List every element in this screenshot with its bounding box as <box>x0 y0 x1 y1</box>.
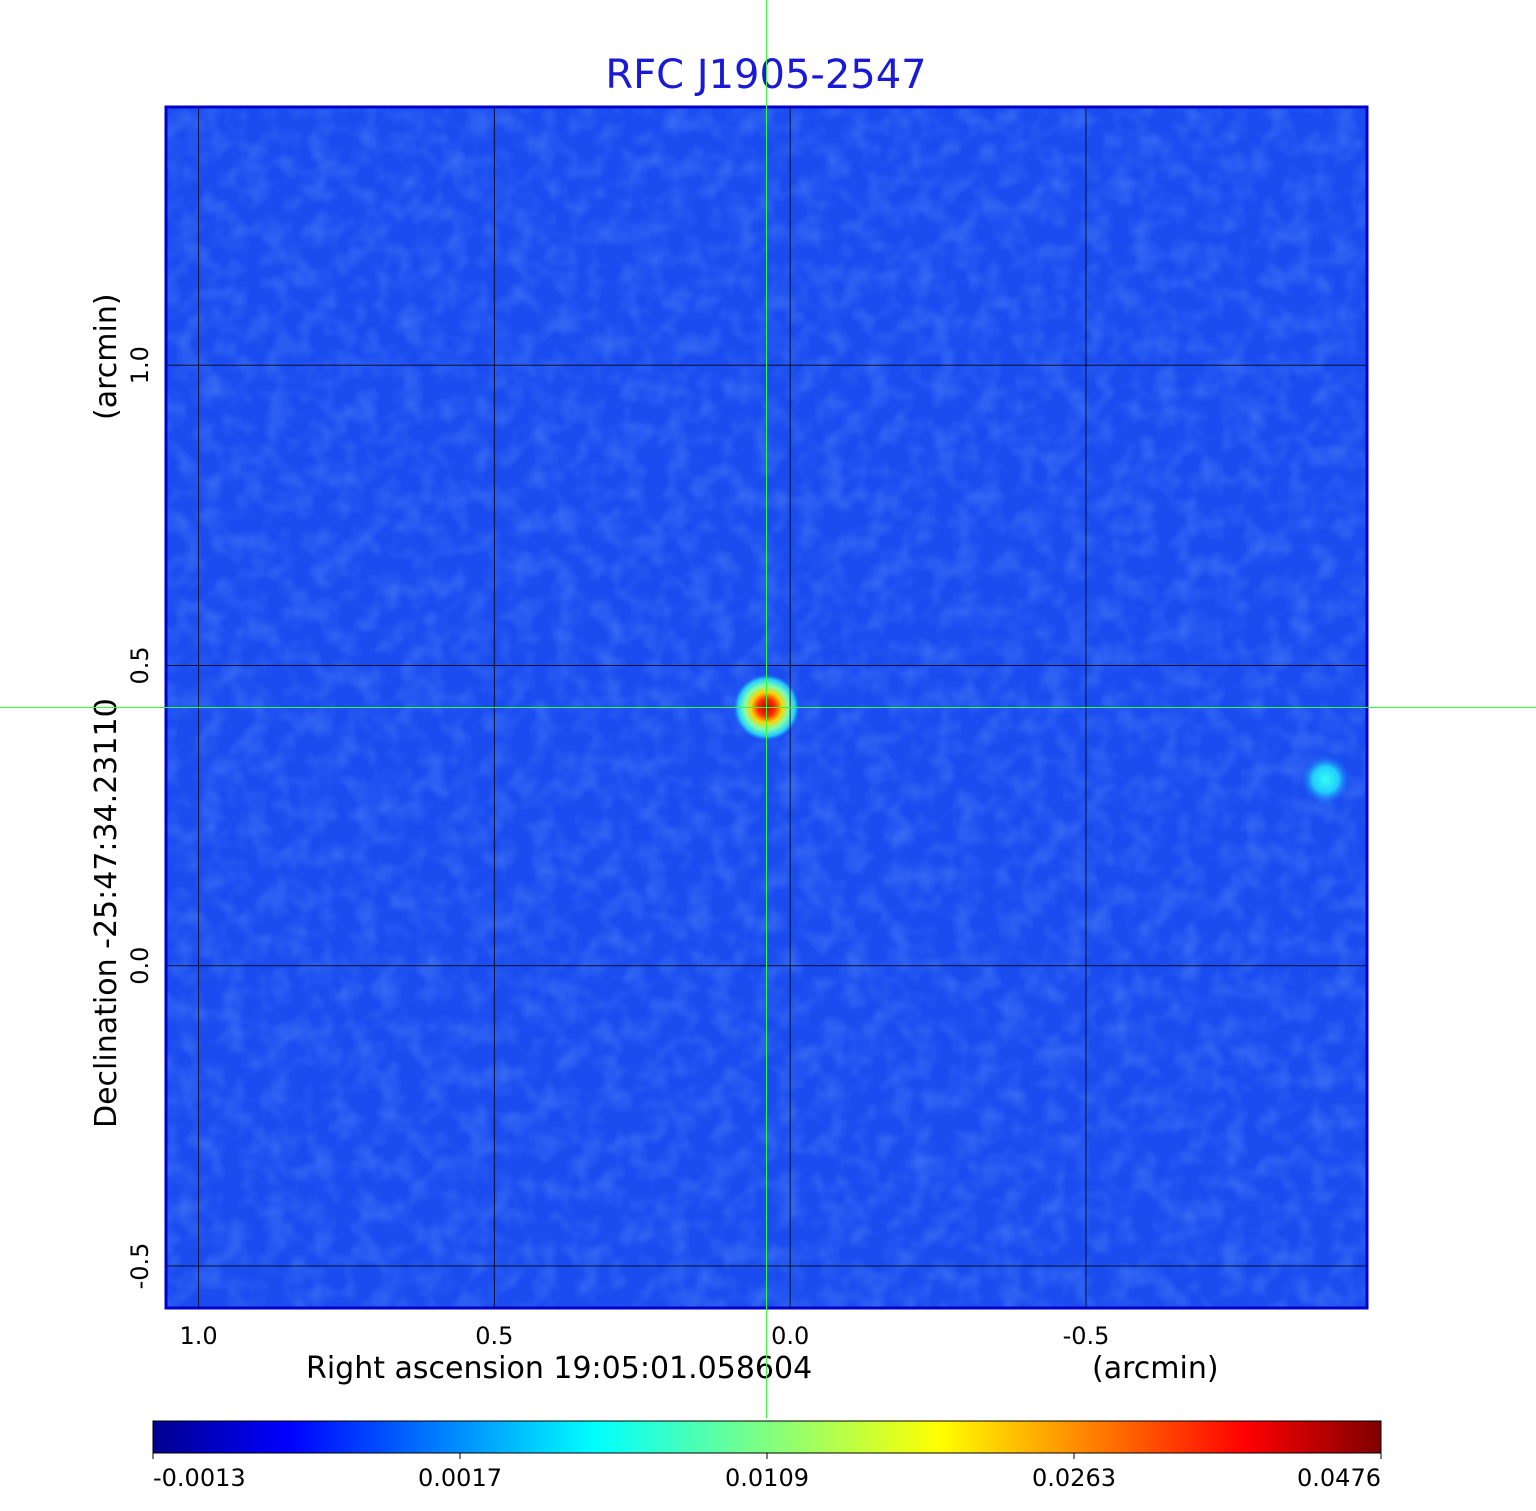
y-tick-label-0: 1.0 <box>126 346 154 384</box>
colorbar-tick-label-3: 0.0263 <box>1032 1464 1116 1492</box>
x-tick-label-1: 0.5 <box>475 1322 513 1350</box>
y-tick-label-2: 0.0 <box>126 947 154 985</box>
y-axis-units: (arcmin) <box>89 293 124 420</box>
colorbar-tick-label-0: -0.0013 <box>153 1464 246 1492</box>
x-tick-labels: 1.0 0.5 0.0 -0.5 <box>179 1322 1109 1350</box>
crosshair <box>0 0 1536 1418</box>
y-axis-label: Declination -25:47:34.23110 <box>89 698 124 1128</box>
source-2 <box>1299 753 1352 806</box>
colorbar-tick-labels: -0.0013 0.0017 0.0109 0.0263 0.0476 <box>152 1453 1382 1492</box>
y-tick-labels: 1.0 0.5 0.0 -0.5 <box>126 346 154 1289</box>
colorbar-tick-label-1: 0.0017 <box>418 1464 502 1492</box>
y-tick-label-1: 0.5 <box>126 646 154 684</box>
x-tick-label-0: 1.0 <box>179 1322 217 1350</box>
colorbar-tick-label-2: 0.0109 <box>725 1464 809 1492</box>
x-tick-label-3: -0.5 <box>1063 1322 1110 1350</box>
x-tick-label-2: 0.0 <box>771 1322 809 1350</box>
x-axis-label: Right ascension 19:05:01.058604 <box>306 1351 812 1386</box>
colorbar-tick-label-4: 0.0476 <box>1297 1464 1381 1492</box>
colorbar <box>152 1420 1382 1454</box>
x-axis-units: (arcmin) <box>1092 1351 1219 1386</box>
y-tick-label-3: -0.5 <box>126 1243 154 1290</box>
